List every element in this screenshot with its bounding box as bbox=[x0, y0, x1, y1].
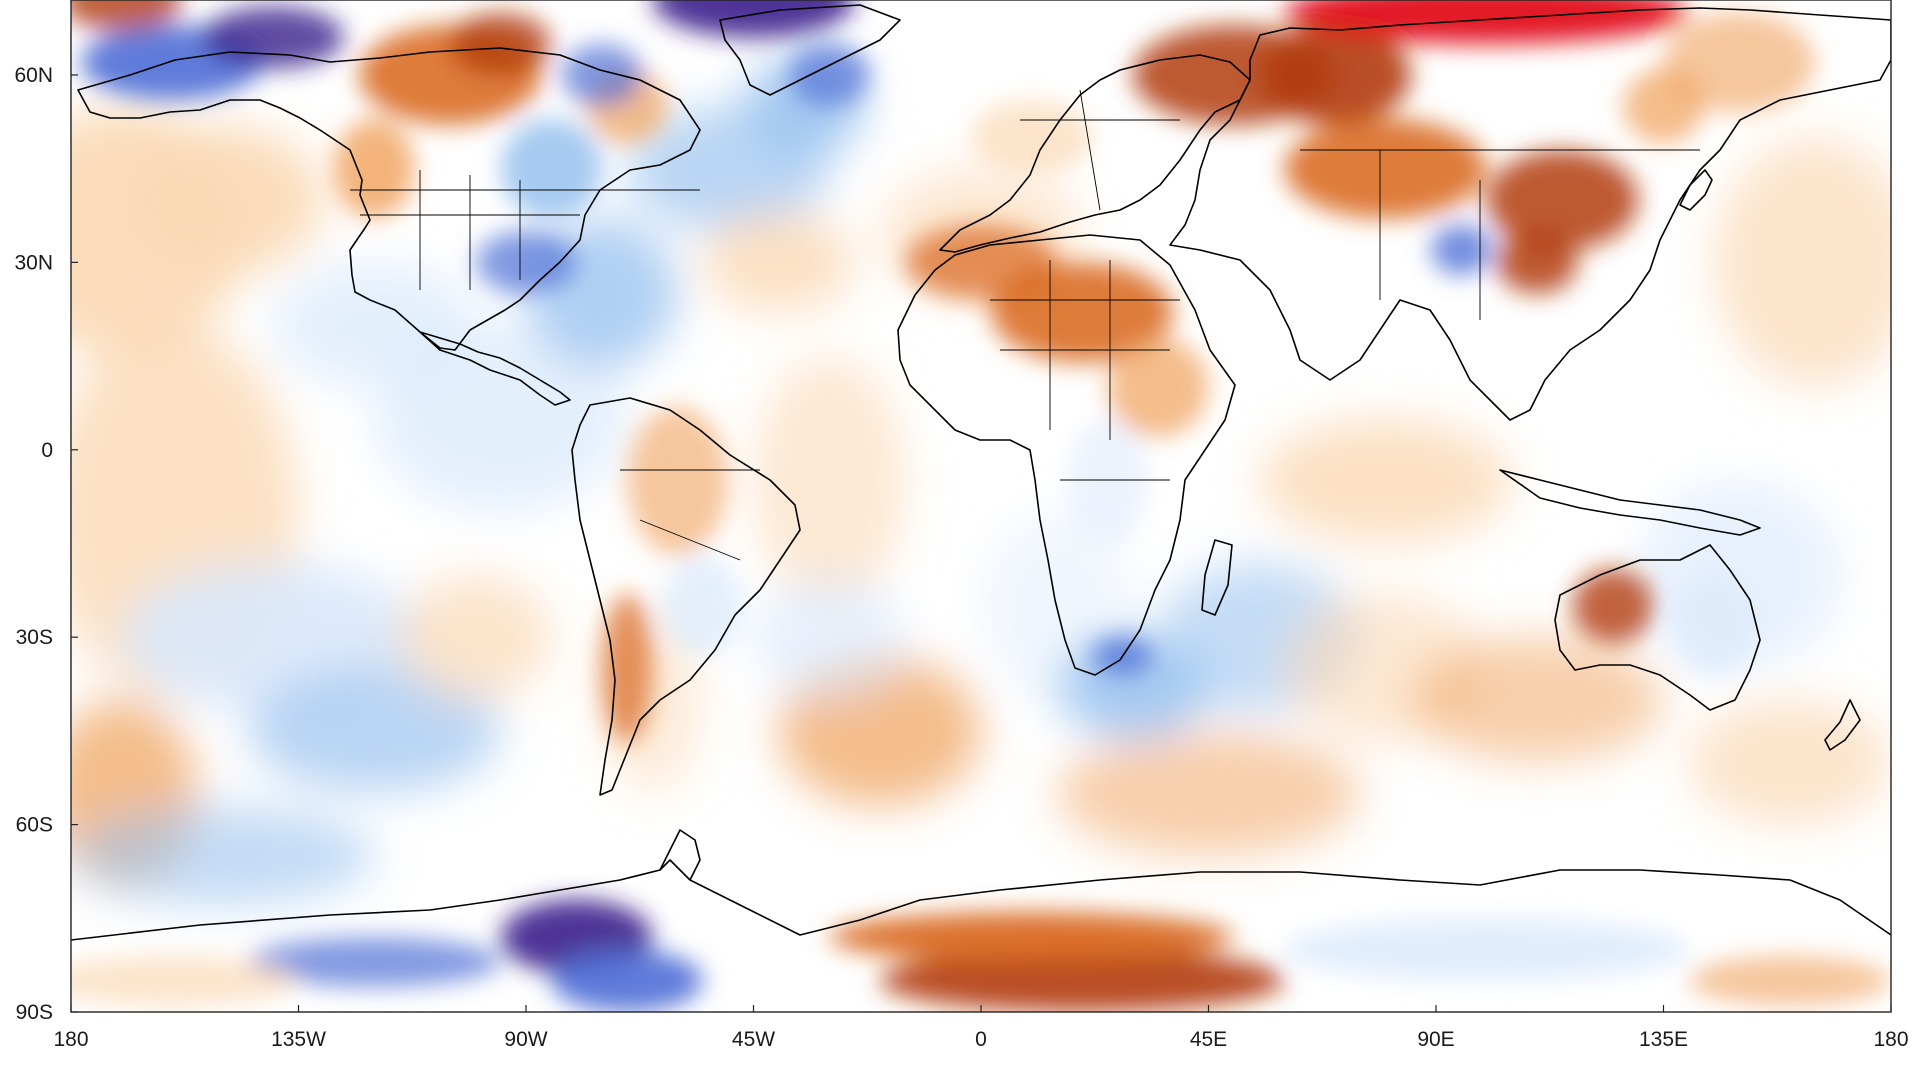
coastline-new-zealand bbox=[1824, 699, 1861, 751]
political-borders bbox=[350, 89, 1700, 561]
longitude-tick-label: 180 bbox=[1873, 1028, 1908, 1051]
anomaly-patch-light-warm bbox=[753, 356, 906, 606]
coastline-japan bbox=[1679, 169, 1713, 211]
anomaly-patch-light-cool bbox=[1673, 574, 1755, 675]
anomaly-patch-warm bbox=[1410, 637, 1664, 763]
anomaly-patch-hot bbox=[1284, 118, 1487, 219]
anomaly-patch-light-warm bbox=[970, 99, 1093, 175]
anomaly-patch-light-warm bbox=[121, 124, 324, 275]
latitude-axis: 60N 30N 0 30S 60S 90S bbox=[14, 64, 78, 1024]
anomaly-patch-light-cool bbox=[1284, 918, 1689, 981]
anomaly-patch-very-hot bbox=[71, 0, 183, 32]
coastline-australia bbox=[1554, 544, 1761, 711]
anomaly-patch-hot bbox=[601, 593, 653, 744]
anomaly-patch-very-hot bbox=[1486, 149, 1639, 250]
anomaly-patch-cool bbox=[247, 668, 501, 794]
latitude-tick-label: 30S bbox=[16, 626, 53, 649]
anomaly-patch-light-warm bbox=[1259, 418, 1512, 544]
latitude-tick-label: 60S bbox=[16, 814, 53, 837]
anomaly-patch-warm bbox=[1663, 12, 1816, 113]
coastline-antarctic-peninsula bbox=[659, 829, 701, 881]
anomaly-patch-light-cool bbox=[662, 555, 744, 656]
anomaly-patch-light-warm bbox=[702, 212, 855, 313]
coastline-eurasia bbox=[1169, 7, 1891, 421]
anomaly-patch-cold bbox=[1430, 224, 1492, 275]
anomaly-patch-warm bbox=[1056, 730, 1361, 856]
anomaly-patch-hot bbox=[991, 262, 1174, 363]
field-layer bbox=[71, 0, 1891, 1012]
longitude-tick-label: 0 bbox=[975, 1028, 987, 1051]
anomaly-patch-warm bbox=[1107, 337, 1209, 438]
latitude-tick-label: 30N bbox=[14, 251, 53, 274]
coastline-greenland bbox=[719, 4, 901, 96]
anomaly-patch-warm bbox=[1623, 68, 1704, 144]
coastline-madagascar bbox=[1201, 539, 1233, 616]
anomaly-patch-light-warm bbox=[399, 574, 552, 700]
anomaly-patch-cold bbox=[247, 937, 501, 988]
anomaly-patch-very-hot bbox=[879, 949, 1285, 1012]
longitude-tick-label: 135E bbox=[1639, 1028, 1688, 1051]
anomaly-patch-cool bbox=[71, 805, 375, 906]
anomaly-patch-cool bbox=[500, 118, 602, 219]
longitude-tick-label: 135W bbox=[271, 1028, 326, 1051]
anomaly-patch-hot bbox=[829, 912, 1234, 963]
anomaly-patch-deep-cold bbox=[652, 0, 855, 38]
coastline-indonesia bbox=[1499, 469, 1761, 536]
latitude-tick-label: 0 bbox=[41, 439, 53, 462]
coastline-antarctica bbox=[71, 859, 1891, 941]
anomaly-patch-warm bbox=[333, 118, 415, 219]
anomaly-patch-very-hot bbox=[1259, 24, 1411, 125]
anomaly-patch-deep-cold bbox=[202, 6, 344, 69]
coastline-central-america bbox=[419, 331, 571, 406]
anomaly-patch-cold bbox=[788, 43, 870, 107]
longitude-tick-label: 180 bbox=[53, 1028, 88, 1051]
longitude-tick-label: 45E bbox=[1190, 1028, 1227, 1051]
longitude-tick-label: 90E bbox=[1417, 1028, 1454, 1051]
anomaly-patch-warm bbox=[1688, 955, 1891, 1006]
anomaly-patch-cold bbox=[475, 231, 577, 294]
anomaly-patch-very-hot bbox=[1496, 231, 1578, 294]
anomaly-patch-light-cool bbox=[1066, 418, 1148, 544]
anomaly-patch-very-hot bbox=[450, 12, 552, 75]
anomaly-patch-light-cool bbox=[273, 262, 476, 388]
anomaly-patch-extreme-hot bbox=[1284, 0, 1689, 44]
anomaly-patch-light-warm bbox=[1714, 137, 1891, 388]
anomaly-patch-light-warm bbox=[71, 955, 299, 1006]
latitude-tick-label: 60N bbox=[14, 64, 53, 87]
coastlines bbox=[71, 4, 1891, 941]
longitude-tick-label: 45W bbox=[732, 1028, 775, 1051]
anomaly-patch-very-hot bbox=[1572, 568, 1654, 644]
anomaly-patch-cold bbox=[551, 949, 703, 1012]
coastline-south-america bbox=[571, 397, 801, 796]
longitude-tick-label: 90W bbox=[504, 1028, 547, 1051]
anomaly-patch-light-warm bbox=[1688, 699, 1891, 825]
anomaly-field-soft bbox=[71, 56, 1891, 906]
anomaly-patch-cold bbox=[561, 43, 643, 107]
anomaly-patch-light-cool bbox=[753, 574, 906, 700]
coastline-north-america bbox=[77, 47, 701, 351]
anomaly-patch-warm bbox=[627, 406, 729, 556]
anomaly-field-detail bbox=[71, 0, 1891, 1012]
coastline-africa bbox=[897, 234, 1236, 676]
longitude-axis: 180 135W 90W 45W 0 45E 90E 135E 180 bbox=[53, 1005, 1909, 1051]
latitude-tick-label: 90S bbox=[16, 1001, 53, 1024]
